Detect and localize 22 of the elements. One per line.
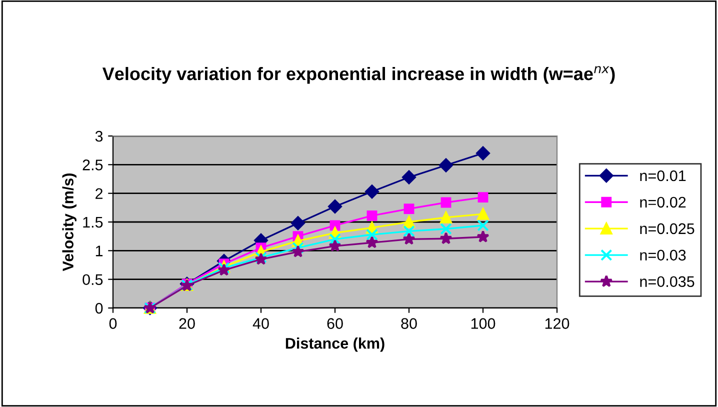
legend-label: n=0.025 [640,223,694,234]
y-tick-label: 3 [95,130,103,142]
x-tick-label: 40 [252,318,269,329]
x-tick-label: 60 [327,318,343,329]
x-tick-label: 20 [179,318,195,329]
legend-label: n=0.03 [640,250,686,261]
legend-label: n=0.035 [640,276,694,288]
legend-label: n=0.01 [640,170,686,182]
x-axis-title: Distance (km) [286,338,384,352]
x-tick-label: 100 [471,318,496,329]
y-tick-label: 0.5 [82,274,103,286]
y-axis-title: Velocity (m/s) [62,174,76,272]
x-tick-label: 120 [545,318,570,329]
y-tick-label: 2.5 [82,160,103,170]
y-tick-label: 2 [96,188,103,199]
x-tick-label: 0 [109,318,117,329]
y-tick-label: 0 [95,302,103,314]
legend-label: n=0.02 [640,196,686,208]
y-tick-label: 1.5 [83,217,103,228]
chart-title: Velocity variation for exponential increase in width (w=ae$^{nx}$) [102,66,615,84]
y-tick-label: 1 [96,246,103,256]
x-tick-label: 80 [401,318,417,329]
